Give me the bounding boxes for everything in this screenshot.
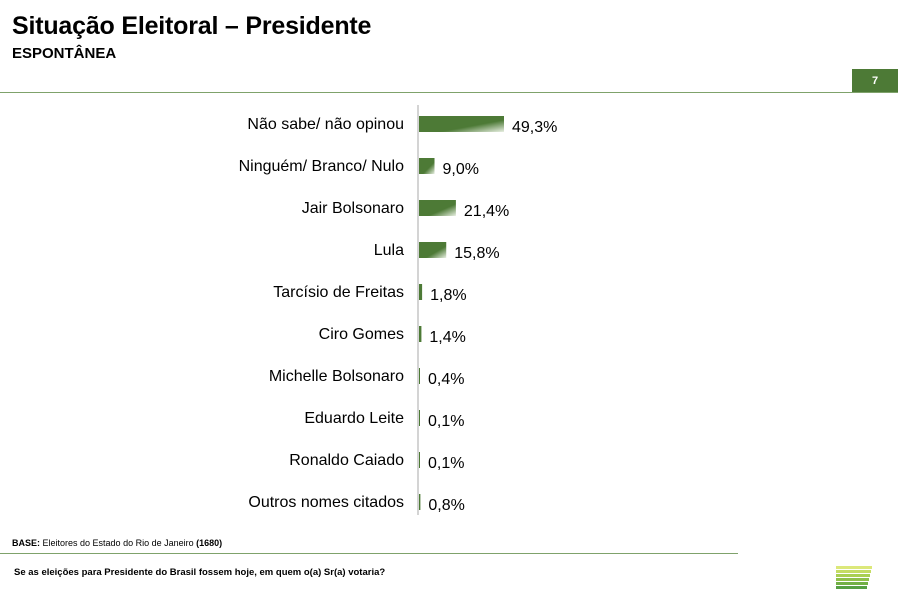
base-text: Eleitores do Estado do Rio de Janeiro xyxy=(40,538,197,548)
page-number-badge: 7 xyxy=(852,69,898,92)
data-label: 1,4% xyxy=(429,329,465,346)
category-label: Ronaldo Caiado xyxy=(289,452,404,469)
logo-stripe xyxy=(836,582,868,585)
data-label: 49,3% xyxy=(512,119,557,136)
bar xyxy=(419,284,423,300)
category-label: Outros nomes citados xyxy=(248,494,404,511)
data-label: 15,8% xyxy=(454,245,499,262)
base-count: (1680) xyxy=(196,538,223,548)
category-label: Ninguém/ Branco/ Nulo xyxy=(239,158,405,175)
bar xyxy=(419,452,420,468)
category-label: Jair Bolsonaro xyxy=(302,200,404,217)
page-subtitle: ESPONTÂNEA xyxy=(12,45,117,62)
bars-group: Não sabe/ não opinou 49,3% Ninguém/ Branco… xyxy=(239,116,557,514)
logo-stripe xyxy=(836,566,872,569)
category-label: Eduardo Leite xyxy=(304,410,404,427)
logo-stripe xyxy=(836,578,869,581)
data-label: 9,0% xyxy=(443,161,479,178)
bar-chart: Não sabe/ não opinou 49,3% Ninguém/ Branco… xyxy=(239,105,557,515)
survey-question: Se as eleições para Presidente do Brasil… xyxy=(14,567,386,578)
bar xyxy=(419,116,504,132)
footer-divider xyxy=(0,553,738,554)
data-label: 0,4% xyxy=(428,371,464,388)
data-label: 0,8% xyxy=(428,497,464,514)
data-label: 1,8% xyxy=(430,287,466,304)
base-label: BASE: xyxy=(12,538,41,548)
logo-stripe xyxy=(836,574,870,577)
data-label: 21,4% xyxy=(464,203,509,220)
category-label: Ciro Gomes xyxy=(319,326,404,343)
category-label: Não sabe/ não opinou xyxy=(247,116,404,133)
data-label: 0,1% xyxy=(428,455,464,472)
bar xyxy=(419,326,422,342)
header-divider xyxy=(0,92,898,93)
bar xyxy=(419,158,435,174)
data-label: 0,1% xyxy=(428,413,464,430)
category-label: Michelle Bolsonaro xyxy=(269,368,404,385)
page-title: Situação Eleitoral – Presidente xyxy=(12,12,372,40)
category-label: Tarcísio de Freitas xyxy=(273,284,404,301)
bar xyxy=(419,242,447,258)
bar xyxy=(419,200,456,216)
category-label: Lula xyxy=(374,242,404,259)
company-logo xyxy=(836,566,872,593)
bar xyxy=(419,410,420,426)
logo-stripe xyxy=(836,570,871,573)
bar xyxy=(419,368,420,384)
base-note: BASE: Eleitores do Estado do Rio de Jane… xyxy=(12,538,222,548)
logo-stripe xyxy=(836,586,867,589)
bar xyxy=(419,494,421,510)
